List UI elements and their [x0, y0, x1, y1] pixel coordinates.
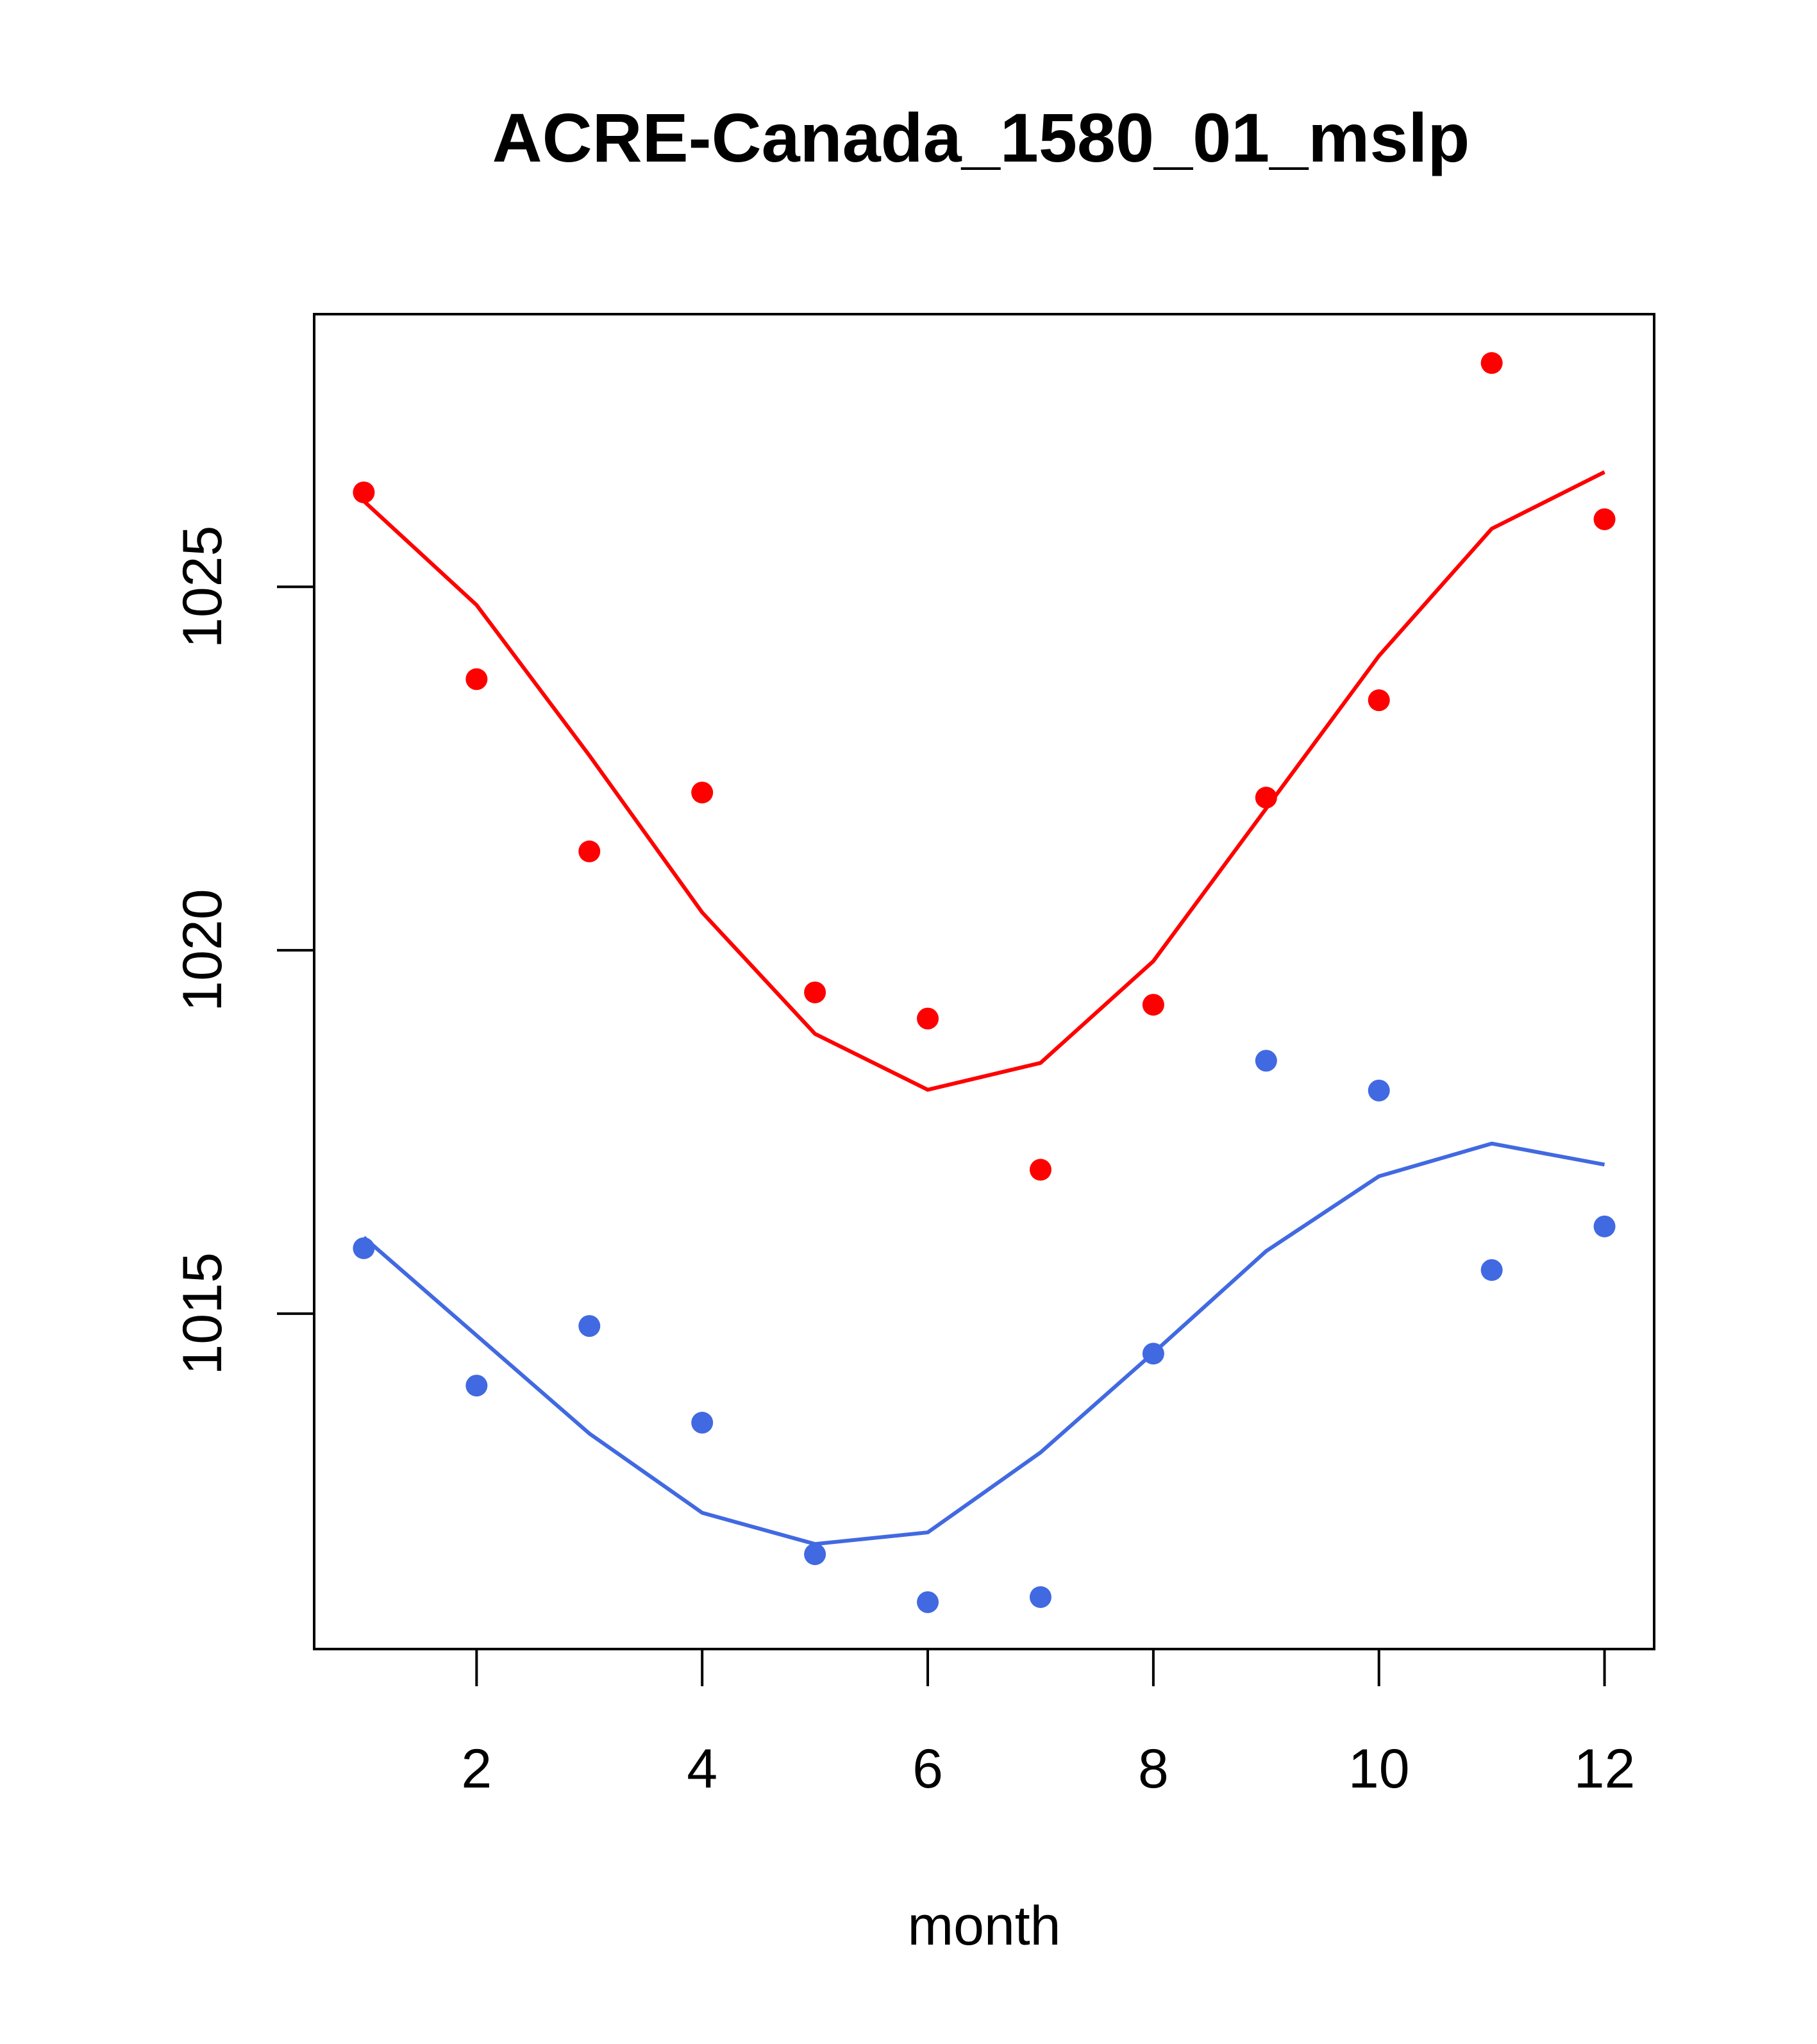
red-point [1480, 352, 1503, 374]
red-point [691, 782, 714, 804]
red-point [804, 981, 826, 1003]
blue-line [362, 1141, 1605, 1546]
red-point [1142, 994, 1164, 1016]
blue-point [917, 1591, 939, 1613]
red-point [1593, 508, 1616, 530]
x-tick-label: 2 [461, 1738, 492, 1800]
blue-point [578, 1315, 601, 1337]
x-axis-label: month [907, 1895, 1060, 1957]
red-point [917, 1007, 939, 1030]
blue-point [1368, 1079, 1390, 1102]
x-tick-label: 12 [1574, 1738, 1636, 1800]
plot-frame [313, 313, 1655, 1650]
x-axis: 2 4 6 8 10 12 [461, 1649, 1635, 1800]
red-line [362, 470, 1605, 1092]
blue-point [1029, 1586, 1051, 1608]
x-tick-label: 8 [1138, 1738, 1169, 1800]
y-axis: 1015 1020 1025 [172, 526, 314, 1375]
blue-point [804, 1543, 826, 1566]
y-tick-label: 1015 [172, 1252, 233, 1375]
chart-title: ACRE-Canada_1580_01_mslp [492, 99, 1470, 176]
blue-point [353, 1237, 375, 1259]
blue-point [1593, 1215, 1616, 1237]
x-tick-label: 6 [912, 1738, 943, 1800]
red-point [578, 840, 601, 862]
y-tick-label: 1025 [172, 526, 233, 648]
series-layer [353, 352, 1616, 1613]
x-tick-label: 4 [687, 1738, 717, 1800]
red-point [1029, 1159, 1051, 1181]
blue-point [465, 1375, 488, 1397]
red-point [353, 481, 375, 503]
red-point [465, 668, 488, 691]
blue-point [1480, 1259, 1503, 1281]
y-tick-label: 1020 [172, 889, 233, 1011]
red-point [1368, 689, 1390, 712]
blue-point [1255, 1050, 1277, 1072]
blue-point [691, 1411, 714, 1434]
x-tick-label: 10 [1348, 1738, 1410, 1800]
